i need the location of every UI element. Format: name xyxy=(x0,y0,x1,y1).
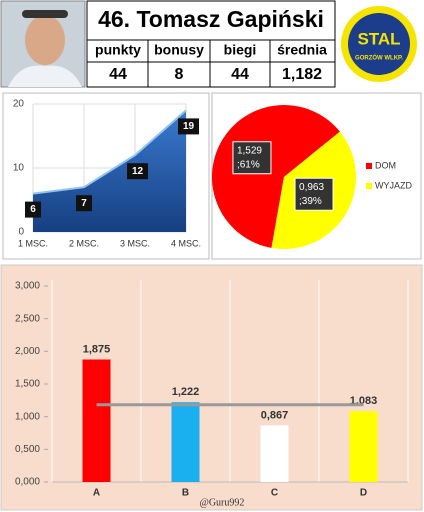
bar xyxy=(260,425,289,482)
x-tick-label: B xyxy=(182,488,189,499)
bar xyxy=(171,402,200,482)
data-label: ;61% xyxy=(237,159,260,170)
label-box xyxy=(127,163,148,180)
label-box xyxy=(25,201,41,218)
bar xyxy=(349,411,378,482)
x-tick-label: 2 MSC. xyxy=(69,238,99,248)
y-tick-label: 20 xyxy=(13,99,25,110)
stat-value: 44 xyxy=(231,66,249,83)
logo-subtext: GORZÓW WLKP. xyxy=(355,54,403,62)
stat-value: 1,182 xyxy=(282,66,322,83)
x-tick-label: 1 MSC. xyxy=(18,238,48,248)
data-label: 12 xyxy=(132,166,144,177)
y-tick-label: 1,500 xyxy=(15,379,40,390)
label-box xyxy=(178,118,199,135)
stats-frame xyxy=(86,0,336,88)
stat-value: 44 xyxy=(109,66,127,83)
data-label: 1,222 xyxy=(172,386,200,398)
stat-header: średnia xyxy=(277,42,327,58)
stat-header: punkty xyxy=(95,42,141,58)
y-tick-label: 3,000 xyxy=(15,281,40,292)
data-label: 0,963 xyxy=(299,182,324,193)
y-tick-label: 0,000 xyxy=(15,477,40,488)
label-box xyxy=(76,195,92,212)
label-box xyxy=(294,177,334,211)
data-label: 0,867 xyxy=(261,409,289,421)
data-label: 7 xyxy=(81,198,87,209)
data-label: ;39% xyxy=(299,196,322,207)
y-tick-label: 0,500 xyxy=(15,444,40,455)
x-tick-label: C xyxy=(271,488,278,499)
data-label: 6 xyxy=(30,204,36,215)
logo: STAL GORZÓW WLKP. xyxy=(341,6,417,82)
bar xyxy=(82,359,111,482)
annotation: @Guru992 xyxy=(200,497,245,508)
line xyxy=(32,109,187,195)
pie-slice xyxy=(211,104,340,248)
stat-header: bonusy xyxy=(154,42,204,58)
data-label: 1,875 xyxy=(83,343,111,355)
y-tick-label: 2,000 xyxy=(15,346,40,357)
legend-label: WYJAZD xyxy=(375,180,412,190)
photo xyxy=(0,0,86,88)
y-tick-label: 0 xyxy=(18,227,24,238)
y-tick-label: 10 xyxy=(13,163,25,174)
y-tick-label: 2,500 xyxy=(15,313,40,324)
x-tick-label: 4 MSC. xyxy=(171,238,201,248)
legend-swatch xyxy=(366,183,372,189)
legend-swatch xyxy=(366,163,372,169)
data-label: 1,529 xyxy=(237,145,262,156)
label-box xyxy=(232,141,272,175)
stat-value: 8 xyxy=(175,66,184,83)
x-tick-label: A xyxy=(93,488,100,499)
data-label: 19 xyxy=(183,121,195,132)
stat-header: biegi xyxy=(224,42,257,58)
logo-text: STAL xyxy=(357,29,400,48)
x-tick-label: 3 MSC. xyxy=(120,238,150,248)
x-tick-label: D xyxy=(360,488,367,499)
y-tick-label: 1,000 xyxy=(15,411,40,422)
title: 46. Tomasz Gapiński xyxy=(98,6,324,32)
legend-label: DOM xyxy=(375,160,396,170)
